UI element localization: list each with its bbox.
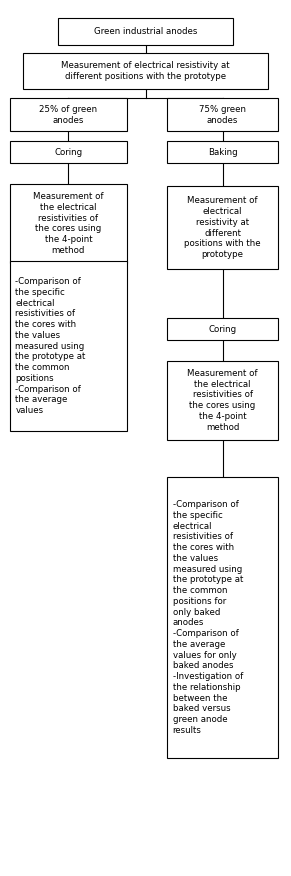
FancyBboxPatch shape xyxy=(10,98,127,131)
Text: Measurement of
the electrical
resistivities of
the cores using
the 4-point
metho: Measurement of the electrical resistivit… xyxy=(33,192,104,255)
FancyBboxPatch shape xyxy=(167,361,278,440)
Text: Coring: Coring xyxy=(54,148,82,157)
FancyBboxPatch shape xyxy=(10,141,127,164)
Text: Measurement of electrical resistivity at
different positions with the prototype: Measurement of electrical resistivity at… xyxy=(61,61,230,81)
FancyBboxPatch shape xyxy=(10,261,127,432)
Text: Measurement of
electrical
resistivity at
different
positions with the
prototype: Measurement of electrical resistivity at… xyxy=(184,196,261,259)
Text: Coring: Coring xyxy=(209,325,237,334)
Text: Baking: Baking xyxy=(208,148,237,157)
FancyBboxPatch shape xyxy=(23,53,268,89)
Text: Measurement of
the electrical
resistivities of
the cores using
the 4-point
metho: Measurement of the electrical resistivit… xyxy=(187,369,258,432)
Text: Green industrial anodes: Green industrial anodes xyxy=(94,27,197,36)
FancyBboxPatch shape xyxy=(58,18,233,45)
Text: 75% green
anodes: 75% green anodes xyxy=(199,105,246,124)
Text: -Comparison of
the specific
electrical
resistivities of
the cores with
the value: -Comparison of the specific electrical r… xyxy=(15,277,86,415)
Text: -Comparison of
the specific
electrical
resistivities of
the cores with
the value: -Comparison of the specific electrical r… xyxy=(173,500,243,735)
FancyBboxPatch shape xyxy=(167,477,278,758)
FancyBboxPatch shape xyxy=(167,318,278,340)
FancyBboxPatch shape xyxy=(10,184,127,263)
FancyBboxPatch shape xyxy=(167,187,278,270)
FancyBboxPatch shape xyxy=(167,141,278,164)
FancyBboxPatch shape xyxy=(167,98,278,131)
Text: 25% of green
anodes: 25% of green anodes xyxy=(39,105,97,124)
